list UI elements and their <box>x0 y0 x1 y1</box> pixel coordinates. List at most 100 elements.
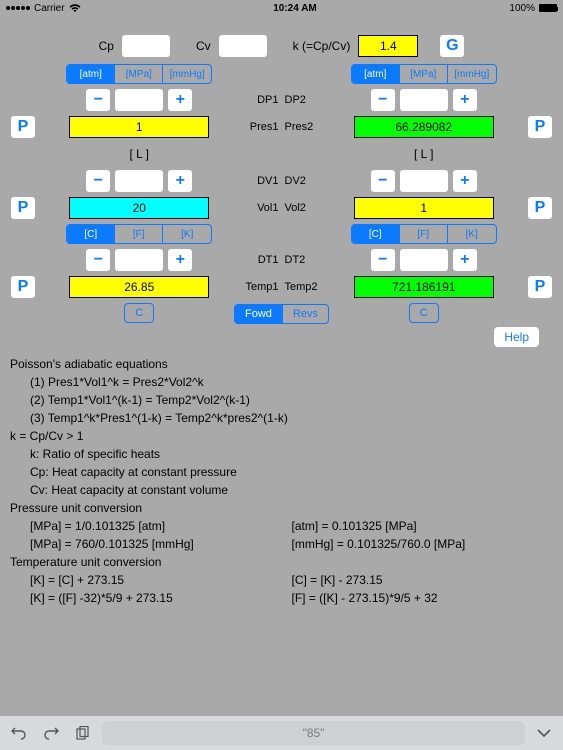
undo-icon[interactable] <box>6 721 32 745</box>
dt2-label: DT2 <box>285 254 306 266</box>
p-button-left-pres[interactable]: P <box>11 116 35 138</box>
dp1-label: DP1 <box>257 94 278 106</box>
redo-icon[interactable] <box>38 721 64 745</box>
dv2-label: DV2 <box>285 175 306 187</box>
dv2-input[interactable] <box>400 170 448 192</box>
plus-button[interactable]: + <box>168 249 192 271</box>
c-button-right[interactable]: C <box>409 303 439 323</box>
info-t1a: [K] = [C] + 273.15 <box>30 571 292 589</box>
info-t2a: [K] = ([F] -32)*5/9 + 273.15 <box>30 589 292 607</box>
battery-icon <box>539 4 557 12</box>
cp-input[interactable] <box>122 35 170 57</box>
dt1-label: DT1 <box>258 254 279 266</box>
status-bar: Carrier 10:24 AM 100% <box>0 0 563 16</box>
p-button-right-temp[interactable]: P <box>528 276 552 298</box>
temp-unit-segment-right[interactable]: [C] [F] [K] <box>351 224 497 244</box>
revs-button[interactable]: Revs <box>283 304 329 324</box>
p-button-right-vol[interactable]: P <box>528 197 552 219</box>
seg-atm[interactable]: [atm] <box>67 65 115 83</box>
pres2-label: Pres2 <box>285 121 314 133</box>
p-button-left-temp[interactable]: P <box>11 276 35 298</box>
vol2-label: Vol2 <box>285 202 306 214</box>
info-p2b: [mmHg] = 0.101325/760.0 [MPa] <box>292 535 554 553</box>
k-label: k (=Cp/Cv) <box>293 39 351 53</box>
pres1-label: Pres1 <box>250 121 279 133</box>
info-h2: k = Cp/Cv > 1 <box>10 427 553 445</box>
g-button[interactable]: G <box>440 35 464 57</box>
pres2-value[interactable]: 66.289082 <box>354 116 494 138</box>
minus-button[interactable]: − <box>371 89 395 111</box>
wifi-icon <box>69 4 81 13</box>
minus-button[interactable]: − <box>86 249 110 271</box>
seg-mmhg[interactable]: [mmHg] <box>448 65 496 83</box>
plus-button[interactable]: + <box>453 249 477 271</box>
p-button-left-vol[interactable]: P <box>11 197 35 219</box>
temp2-label: Temp2 <box>285 281 318 293</box>
p-button-right-pres[interactable]: P <box>528 116 552 138</box>
info-e2: (2) Temp1*Vol1^(k-1) = Temp2*Vol2^(k-1) <box>10 391 553 409</box>
bottom-bar: "85" <box>0 716 563 750</box>
carrier-label: Carrier <box>34 3 65 14</box>
minus-button[interactable]: − <box>86 170 110 192</box>
seg-atm[interactable]: [atm] <box>352 65 400 83</box>
minus-button[interactable]: − <box>371 170 395 192</box>
plus-button[interactable]: + <box>168 89 192 111</box>
info-text: Poisson's adiabatic equations (1) Pres1*… <box>0 349 563 607</box>
dt2-input[interactable] <box>400 249 448 271</box>
cv-input[interactable] <box>219 35 267 57</box>
temp-unit-segment-left[interactable]: [C] [F] [K] <box>66 224 212 244</box>
seg-mpa[interactable]: [MPa] <box>115 65 163 83</box>
pressure-unit-segment-left[interactable]: [atm] [MPa] [mmHg] <box>66 64 212 84</box>
seg-k[interactable]: [K] <box>163 225 211 243</box>
seg-c[interactable]: [C] <box>67 225 115 243</box>
vol1-label: Vol1 <box>257 202 278 214</box>
info-p2a: [MPa] = 760/0.101325 [mmHg] <box>30 535 292 553</box>
info-p1a: [MPa] = 1/0.101325 [atm] <box>30 517 292 535</box>
c-button-left[interactable]: C <box>124 303 154 323</box>
battery-pct: 100% <box>509 3 535 14</box>
bottom-center-text[interactable]: "85" <box>102 721 525 745</box>
chevron-down-icon[interactable] <box>531 721 557 745</box>
info-h4: Temperature unit conversion <box>10 553 553 571</box>
vol2-value[interactable]: 1 <box>354 197 494 219</box>
dp2-input[interactable] <box>400 89 448 111</box>
seg-c[interactable]: [C] <box>352 225 400 243</box>
dp1-input[interactable] <box>115 89 163 111</box>
help-button[interactable]: Help <box>494 327 539 347</box>
dv1-input[interactable] <box>115 170 163 192</box>
plus-button[interactable]: + <box>453 170 477 192</box>
temp1-label: Temp1 <box>245 281 278 293</box>
info-e3: (3) Temp1^k*Pres1^(1-k) = Temp2^k*pres2^… <box>10 409 553 427</box>
seg-f[interactable]: [F] <box>400 225 448 243</box>
info-e1: (1) Pres1*Vol1^k = Pres2*Vol2^k <box>10 373 553 391</box>
cp-label: Cp <box>99 39 114 53</box>
fowd-button[interactable]: Fowd <box>234 304 283 324</box>
temp2-value[interactable]: 721.186191 <box>354 276 494 298</box>
seg-f[interactable]: [F] <box>115 225 163 243</box>
plus-button[interactable]: + <box>453 89 477 111</box>
seg-k[interactable]: [K] <box>448 225 496 243</box>
info-h1: Poisson's adiabatic equations <box>10 355 553 373</box>
info-k2: Cp: Heat capacity at constant pressure <box>10 463 553 481</box>
minus-button[interactable]: − <box>86 89 110 111</box>
info-h3: Pressure unit conversion <box>10 499 553 517</box>
cv-label: Cv <box>196 39 211 53</box>
minus-button[interactable]: − <box>371 249 395 271</box>
seg-mpa[interactable]: [MPa] <box>400 65 448 83</box>
vol1-value[interactable]: 20 <box>69 197 209 219</box>
pressure-unit-segment-right[interactable]: [atm] [MPa] [mmHg] <box>351 64 497 84</box>
clock: 10:24 AM <box>273 3 317 14</box>
copy-icon[interactable] <box>70 721 96 745</box>
dt1-input[interactable] <box>115 249 163 271</box>
info-k1: k: Ratio of specific heats <box>10 445 553 463</box>
vol-unit-right: [ L ] <box>414 143 434 165</box>
temp1-value[interactable]: 26.85 <box>69 276 209 298</box>
vol-unit-left: [ L ] <box>129 143 149 165</box>
k-value[interactable]: 1.4 <box>358 35 418 57</box>
seg-mmhg[interactable]: [mmHg] <box>163 65 211 83</box>
plus-button[interactable]: + <box>168 170 192 192</box>
dv1-label: DV1 <box>257 175 278 187</box>
signal-dots <box>6 6 30 10</box>
pres1-value[interactable]: 1 <box>69 116 209 138</box>
info-t2b: [F] = ([K] - 273.15)*9/5 + 32 <box>292 589 554 607</box>
